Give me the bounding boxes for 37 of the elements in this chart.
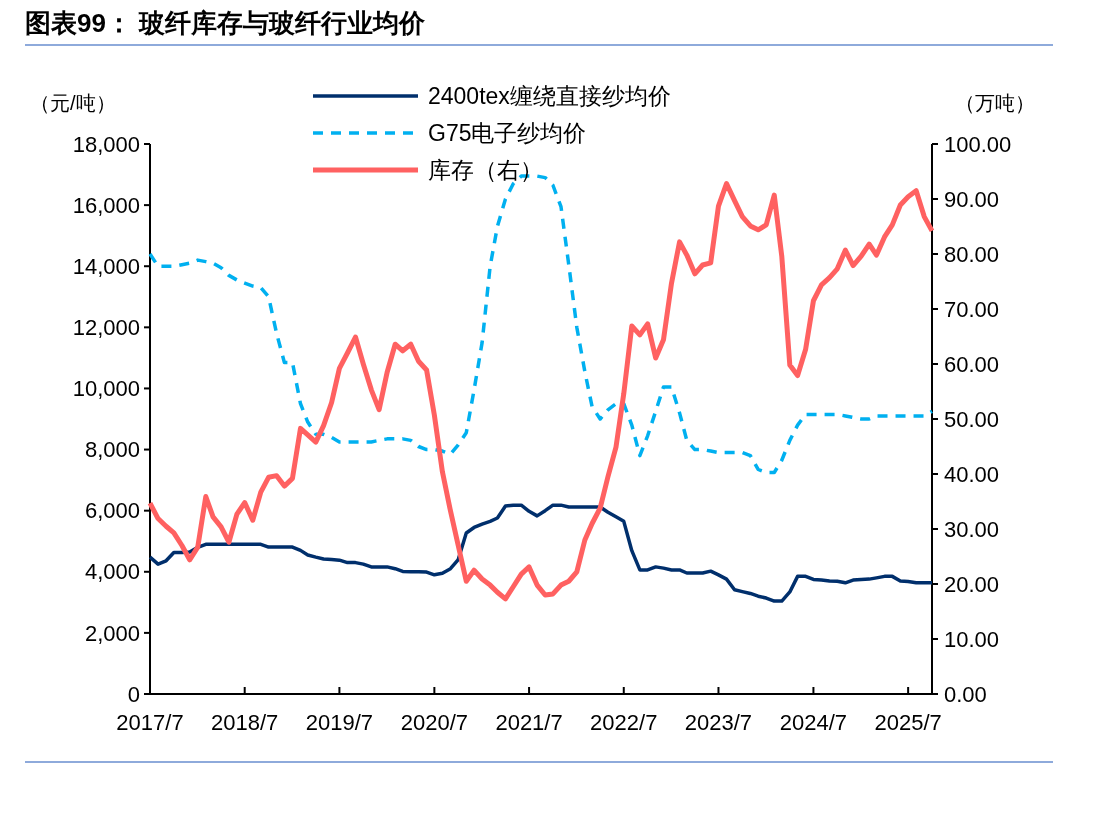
y-axis-title: （元/吨） bbox=[30, 92, 116, 114]
x-tick-label: 2017/7 bbox=[116, 710, 184, 735]
y2-tick-label: 80.00 bbox=[944, 241, 1000, 267]
chart-title: 图表99： 玻纤库存与玻纤行业均价 bbox=[25, 8, 427, 38]
y-tick-label: 16,000 bbox=[72, 192, 140, 218]
y2-tick-label: 90.00 bbox=[944, 186, 1000, 212]
x-tick-label: 2018/7 bbox=[211, 710, 279, 735]
y2-tick-label: 70.00 bbox=[944, 296, 1000, 322]
legend-label: 库存（右） bbox=[428, 157, 543, 184]
y-tick-label: 14,000 bbox=[72, 253, 140, 279]
x-tick-label: 2024/7 bbox=[779, 710, 848, 735]
x-tick-label: 2019/7 bbox=[305, 710, 374, 735]
y2-tick-label: 50.00 bbox=[944, 406, 1000, 432]
y2-tick-label: 40.00 bbox=[944, 461, 1000, 487]
x-tick-label: 2021/7 bbox=[495, 710, 563, 735]
y-tick-label: 0 bbox=[127, 681, 140, 707]
line-series bbox=[148, 503, 934, 603]
x-tick-label: 2025/7 bbox=[874, 710, 942, 735]
y-tick-label: 6,000 bbox=[84, 498, 140, 524]
y-tick-label: 10,000 bbox=[72, 376, 140, 402]
y2-tick-label: 60.00 bbox=[944, 351, 1000, 377]
y-tick-label: 2,000 bbox=[84, 620, 140, 646]
y-tick-label: 18,000 bbox=[72, 131, 140, 157]
legend-label: G75电子纱均价 bbox=[428, 120, 587, 147]
x-tick-label: 2023/7 bbox=[684, 710, 753, 735]
y2-tick-label: 0.00 bbox=[944, 681, 987, 707]
y2-axis-title: （万吨） bbox=[955, 92, 1035, 114]
legend-label: 2400tex缠绕直接纱均价 bbox=[428, 83, 671, 110]
x-tick-label: 2020/7 bbox=[400, 710, 469, 735]
y-tick-label: 8,000 bbox=[84, 437, 140, 463]
y-tick-label: 4,000 bbox=[84, 559, 140, 585]
y-tick-label: 12,000 bbox=[72, 315, 140, 341]
y2-tick-label: 20.00 bbox=[944, 571, 1000, 597]
x-tick-label: 2022/7 bbox=[590, 710, 658, 735]
y2-tick-label: 30.00 bbox=[944, 516, 1000, 542]
y2-tick-label: 10.00 bbox=[944, 626, 1000, 652]
y2-tick-label: 100.00 bbox=[944, 131, 1012, 157]
